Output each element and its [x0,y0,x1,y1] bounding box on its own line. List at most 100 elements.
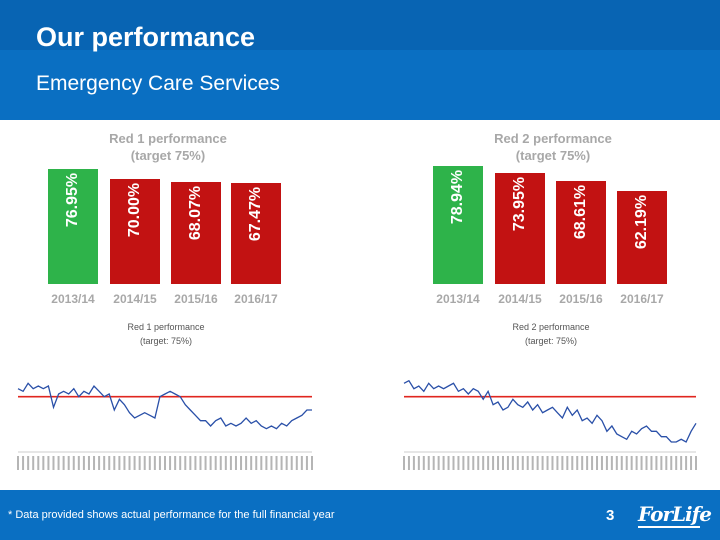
x-tick [62,456,65,470]
x-tick [194,456,197,470]
x-tick [229,456,232,470]
x-tick [204,456,207,470]
x-tick [695,456,697,470]
x-tick [234,456,237,470]
x-tick [42,456,45,470]
footer-band: * Data provided shows actual performance… [0,490,720,540]
x-tick [605,456,608,470]
x-tick [133,456,136,470]
x-tick [551,456,554,470]
x-tick [680,456,683,470]
x-tick [280,456,283,470]
x-tick [174,456,177,470]
x-tick [650,456,653,470]
x-tick [17,456,19,470]
x-tick [57,456,60,470]
x-tick [265,456,268,470]
x-tick [571,456,574,470]
x-tick [285,456,288,470]
footnote: * Data provided shows actual performance… [8,509,335,521]
bar-chart-target-text: (target 75%) [130,148,206,163]
x-tick [640,456,643,470]
x-tick [199,456,202,470]
x-tick [32,456,35,470]
x-tick [576,456,579,470]
x-tick [447,456,450,470]
x-tick [67,456,70,470]
x-tick [295,456,298,470]
x-tick [501,456,504,470]
x-tick [660,456,663,470]
x-tick [645,456,648,470]
x-tick [47,456,50,470]
x-tick [403,456,405,470]
x-tick [586,456,589,470]
bar-value-label: 67.47% [247,186,264,242]
bar-2013/14: 78.94% [433,166,483,284]
x-tick [492,456,495,470]
x-tick [462,456,465,470]
line-chart-title: Red 2 performance (target: 75%) [471,320,631,348]
x-tick [128,456,131,470]
x-tick [179,456,182,470]
x-tick [305,456,308,470]
x-tick [148,456,151,470]
x-tick [511,456,514,470]
x-tick [77,456,80,470]
x-tick [158,456,161,470]
bar-2016/17: 62.19% [617,191,667,284]
x-tick [561,456,564,470]
x-tick [138,456,141,470]
x-tick [600,456,603,470]
category-label: 2014/15 [113,292,157,306]
performance-series-line [17,382,312,430]
x-tick [665,456,668,470]
slide-subtitle: Emergency Care Services [36,72,280,95]
x-tick [477,456,480,470]
header-top-band [0,0,720,50]
x-tick [245,456,248,470]
bar-chart-title-line: Red 1 performance [109,131,227,146]
x-tick [103,456,106,470]
x-tick [531,456,534,470]
line-chart-title-line: Red 2 performance [512,322,590,332]
x-tick [487,456,490,470]
bar-chart-title: Red 1 performance (target 75%) [88,130,248,164]
bar-2014/15: 73.95% [495,173,545,284]
x-tick [209,456,212,470]
x-tick [526,456,529,470]
x-tick [541,456,544,470]
x-tick [275,456,278,470]
line-chart-target-text: (target: 75%) [524,336,578,346]
x-tick [690,456,693,470]
x-tick [52,456,55,470]
x-tick [506,456,509,470]
bar-value-label: 62.19% [633,194,650,250]
x-tick [93,456,96,470]
x-tick [407,456,410,470]
bar-chart-title: Red 2 performance (target 75%) [473,130,633,164]
x-tick [311,456,313,470]
x-tick [630,456,633,470]
x-tick [497,456,500,470]
category-label: 2013/14 [51,292,95,306]
x-tick [482,456,485,470]
x-tick [118,456,121,470]
x-tick [437,456,440,470]
line-chart [403,379,697,470]
x-tick [82,456,85,470]
x-tick [635,456,638,470]
x-tick [432,456,435,470]
category-label: 2016/17 [620,292,664,306]
x-tick [270,456,273,470]
x-tick [566,456,569,470]
x-tick [219,456,222,470]
x-tick [452,456,455,470]
x-tick [625,456,628,470]
x-tick [37,456,40,470]
x-tick [620,456,623,470]
x-tick [442,456,445,470]
logo-underline [638,526,700,528]
bar-value-label: 73.95% [511,176,528,232]
slide-title: Our performance [36,22,256,52]
